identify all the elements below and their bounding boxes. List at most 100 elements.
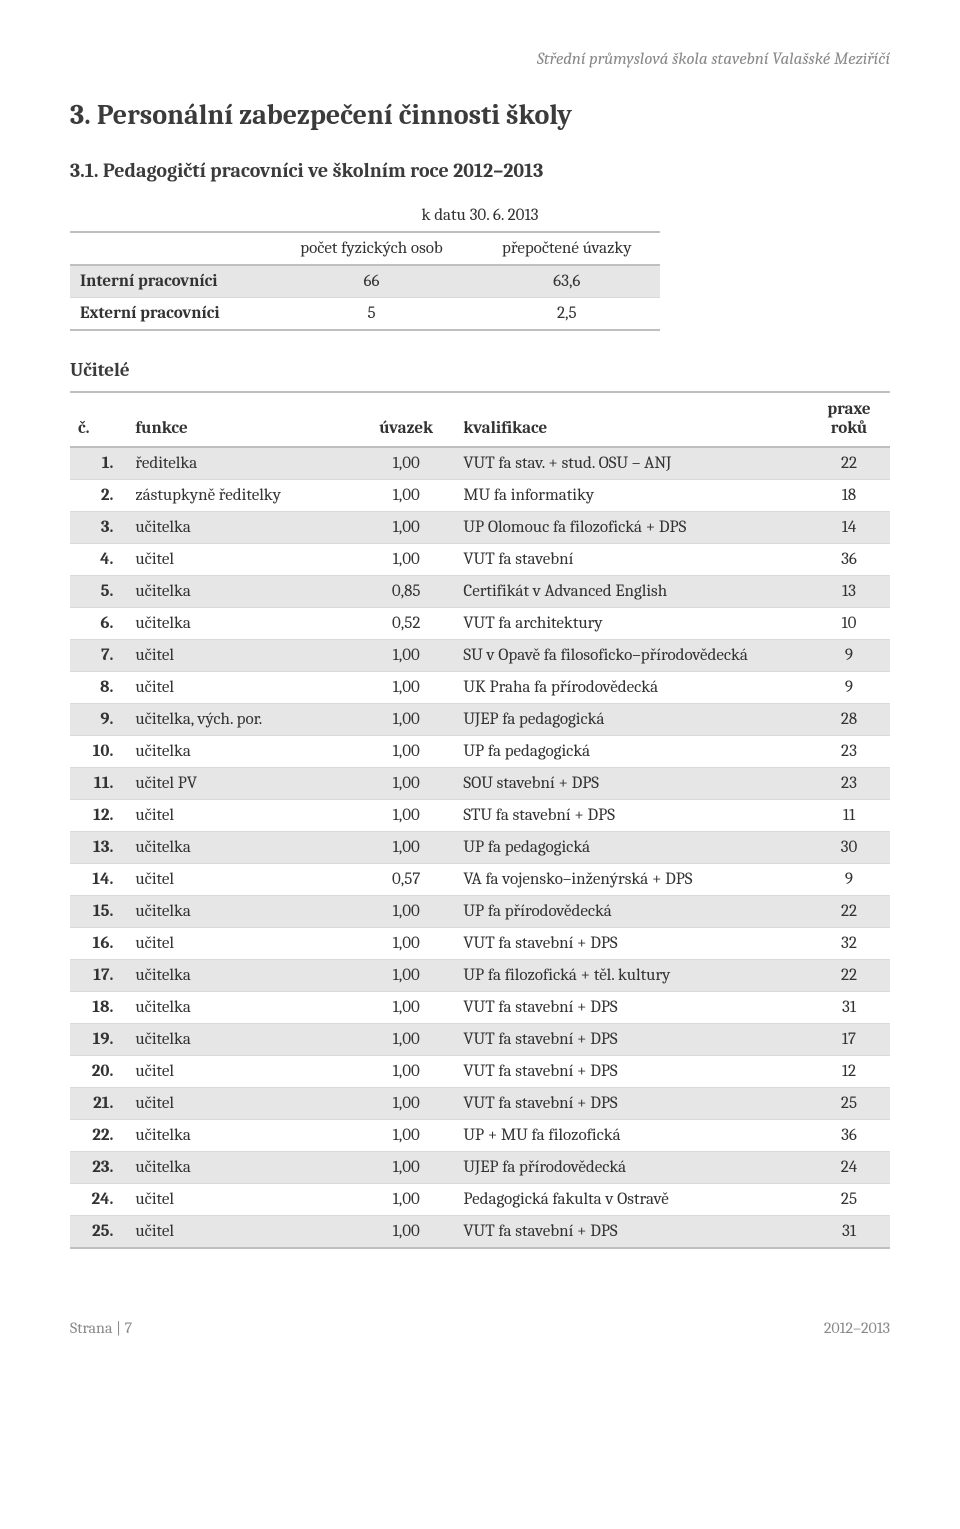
- cell-role: učitel: [127, 1088, 357, 1120]
- summary-table: počet fyzických osob přepočtené úvazky I…: [70, 231, 660, 331]
- cell-load: 1,00: [357, 992, 455, 1024]
- cell-years: 24: [808, 1152, 890, 1184]
- page-header: Střední průmyslová škola stavební Valašs…: [70, 50, 890, 69]
- cell-role: učitelka: [127, 896, 357, 928]
- cell-load: 1,00: [357, 896, 455, 928]
- cell-role: učitel: [127, 1056, 357, 1088]
- col-qual: kvalifikace: [455, 392, 808, 447]
- summary-row-conv: 2,5: [473, 298, 660, 331]
- cell-years: 25: [808, 1184, 890, 1216]
- cell-years: 9: [808, 672, 890, 704]
- cell-idx: 15.: [70, 896, 127, 928]
- cell-idx: 9.: [70, 704, 127, 736]
- cell-load: 1,00: [357, 736, 455, 768]
- cell-years: 10: [808, 608, 890, 640]
- cell-years: 23: [808, 736, 890, 768]
- cell-idx: 2.: [70, 480, 127, 512]
- table-row: 7.učitel1,00SU v Opavě fa filosoficko–př…: [70, 640, 890, 672]
- cell-idx: 12.: [70, 800, 127, 832]
- summary-row-count: 66: [270, 265, 473, 298]
- table-row: 22.učitelka1,00UP + MU fa filozofická36: [70, 1120, 890, 1152]
- page-footer: Strana | 7 2012–2013: [70, 1319, 890, 1337]
- cell-role: učitelka: [127, 1152, 357, 1184]
- cell-idx: 5.: [70, 576, 127, 608]
- cell-role: učitel PV: [127, 768, 357, 800]
- cell-qual: UP fa pedagogická: [455, 736, 808, 768]
- cell-idx: 1.: [70, 447, 127, 480]
- table-row: 8.učitel1,00UK Praha fa přírodovědecká9: [70, 672, 890, 704]
- cell-years: 23: [808, 768, 890, 800]
- table-row: 20.učitel1,00VUT fa stavební + DPS12: [70, 1056, 890, 1088]
- cell-role: učitel: [127, 928, 357, 960]
- cell-role: učitel: [127, 640, 357, 672]
- summary-col-conv: přepočtené úvazky: [473, 232, 660, 265]
- summary-row-label: Interní pracovníci: [70, 265, 270, 298]
- cell-qual: Pedagogická fakulta v Ostravě: [455, 1184, 808, 1216]
- table-row: 16.učitel1,00VUT fa stavební + DPS32: [70, 928, 890, 960]
- table-row: 5.učitelka0,85Certifikát v Advanced Engl…: [70, 576, 890, 608]
- cell-role: učitelka: [127, 832, 357, 864]
- table-row: 19.učitelka1,00VUT fa stavební + DPS17: [70, 1024, 890, 1056]
- cell-qual: VUT fa architektury: [455, 608, 808, 640]
- cell-load: 1,00: [357, 800, 455, 832]
- cell-qual: SU v Opavě fa filosoficko–přírodovědecká: [455, 640, 808, 672]
- cell-load: 0,57: [357, 864, 455, 896]
- cell-role: učitel: [127, 672, 357, 704]
- cell-load: 1,00: [357, 832, 455, 864]
- table-row: 25.učitel1,00VUT fa stavební + DPS31: [70, 1216, 890, 1249]
- cell-idx: 18.: [70, 992, 127, 1024]
- cell-load: 1,00: [357, 480, 455, 512]
- cell-idx: 7.: [70, 640, 127, 672]
- cell-years: 9: [808, 640, 890, 672]
- cell-years: 22: [808, 960, 890, 992]
- page: Střední průmyslová škola stavební Valašs…: [0, 0, 960, 1367]
- cell-load: 0,52: [357, 608, 455, 640]
- cell-load: 1,00: [357, 960, 455, 992]
- summary-row-label: Externí pracovníci: [70, 298, 270, 331]
- cell-load: 1,00: [357, 768, 455, 800]
- cell-idx: 8.: [70, 672, 127, 704]
- cell-load: 1,00: [357, 544, 455, 576]
- cell-qual: VUT fa stavební + DPS: [455, 1024, 808, 1056]
- cell-years: 31: [808, 1216, 890, 1249]
- col-years-line1: praxe: [827, 400, 870, 419]
- cell-qual: UP + MU fa filozofická: [455, 1120, 808, 1152]
- cell-load: 1,00: [357, 1216, 455, 1249]
- cell-role: učitelka: [127, 992, 357, 1024]
- col-years: praxe roků: [808, 392, 890, 447]
- cell-qual: SOU stavební + DPS: [455, 768, 808, 800]
- table-row: 10.učitelka1,00UP fa pedagogická23: [70, 736, 890, 768]
- cell-role: učitelka: [127, 512, 357, 544]
- cell-idx: 6.: [70, 608, 127, 640]
- cell-role: učitelka: [127, 736, 357, 768]
- cell-load: 1,00: [357, 1120, 455, 1152]
- cell-idx: 16.: [70, 928, 127, 960]
- cell-idx: 17.: [70, 960, 127, 992]
- cell-role: učitelka: [127, 960, 357, 992]
- cell-qual: UJEP fa přírodovědecká: [455, 1152, 808, 1184]
- cell-role: učitelka: [127, 576, 357, 608]
- cell-years: 31: [808, 992, 890, 1024]
- table-row: 4.učitel1,00VUT fa stavební36: [70, 544, 890, 576]
- cell-years: 18: [808, 480, 890, 512]
- cell-idx: 4.: [70, 544, 127, 576]
- summary-row-count: 5: [270, 298, 473, 331]
- table-row: 13.učitelka1,00UP fa pedagogická30: [70, 832, 890, 864]
- cell-qual: VUT fa stavební + DPS: [455, 928, 808, 960]
- cell-idx: 14.: [70, 864, 127, 896]
- cell-idx: 24.: [70, 1184, 127, 1216]
- footer-right: 2012–2013: [824, 1319, 890, 1337]
- cell-idx: 10.: [70, 736, 127, 768]
- cell-role: učitel: [127, 1184, 357, 1216]
- summary-date: k datu 30. 6. 2013: [70, 206, 890, 225]
- cell-load: 1,00: [357, 1184, 455, 1216]
- cell-load: 1,00: [357, 512, 455, 544]
- cell-years: 12: [808, 1056, 890, 1088]
- table-row: 17.učitelka1,00UP fa filozofická + těl. …: [70, 960, 890, 992]
- cell-years: 30: [808, 832, 890, 864]
- cell-years: 36: [808, 544, 890, 576]
- cell-role: zástupkyně ředitelky: [127, 480, 357, 512]
- cell-qual: VUT fa stavební: [455, 544, 808, 576]
- cell-load: 1,00: [357, 1152, 455, 1184]
- cell-years: 14: [808, 512, 890, 544]
